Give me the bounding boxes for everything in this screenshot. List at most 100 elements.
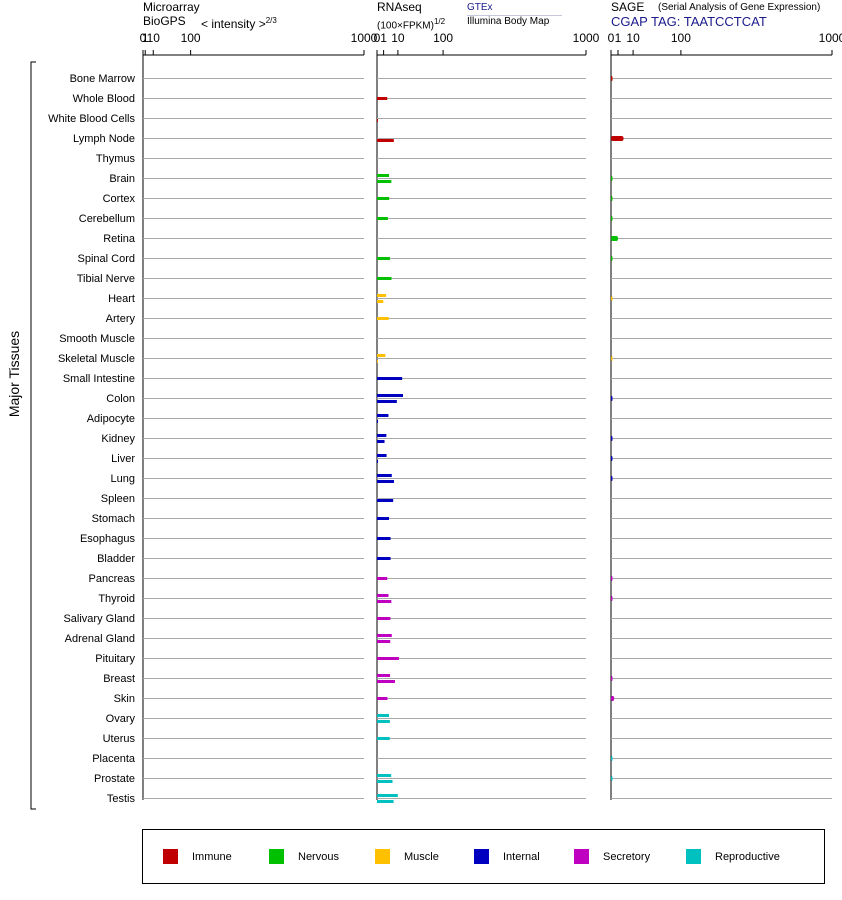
tissue-label: Kidney [101, 433, 135, 445]
sage-bar [611, 216, 613, 221]
rnaseq-ibm-bar [377, 800, 394, 803]
legend-swatch-internal [474, 849, 489, 864]
sage-subtitle: (Serial Analysis of Gene Expression) [658, 2, 821, 13]
rnaseq-gtex-bar [377, 517, 390, 520]
major-tissues-bracket [30, 61, 36, 810]
sage-bar [611, 476, 613, 481]
tissue-label: Retina [103, 233, 136, 245]
tissue-label: Smooth Muscle [59, 333, 135, 345]
microarray-unit: < intensity >2/3 [201, 14, 277, 31]
tissue-label: Placenta [92, 753, 136, 765]
sage-title: SAGE [611, 0, 645, 14]
microarray-title: Microarray [143, 0, 200, 14]
rnaseq-unit-exponent: 1/2 [433, 17, 446, 26]
tissue-label: Prostate [94, 773, 135, 785]
rnaseq-gtex-bar [377, 317, 389, 320]
tissue-label: Lymph Node [73, 133, 135, 145]
rnaseq-title: RNAseq [377, 0, 422, 14]
rnaseq-ibm-bar [377, 119, 378, 122]
microarray-tick-label-100: 100 [181, 31, 201, 45]
tissue-label: Cortex [103, 193, 136, 205]
sage-bar [611, 596, 613, 601]
tissue-label: Adrenal Gland [65, 633, 135, 645]
sage-bar [611, 136, 624, 141]
tissue-label: Bone Marrow [70, 73, 135, 85]
tissue-label: Esophagus [80, 533, 136, 545]
rnaseq-ibm-bar [377, 780, 393, 783]
microarray-unit-text: < intensity > [201, 17, 266, 31]
legend-label-muscle: Muscle [404, 851, 439, 863]
tissue-label: Artery [106, 313, 136, 325]
rnaseq-source-ibm: Illumina Body Map [467, 16, 550, 27]
rnaseq-gtex-bar [377, 737, 390, 740]
sage-bar [611, 236, 618, 241]
rnaseq-ibm-bar [377, 139, 394, 142]
rnaseq-tick-label-1: 1 [380, 31, 387, 45]
tissue-label: Colon [106, 393, 135, 405]
rnaseq-source-gtex: GTEx [467, 2, 493, 13]
legend-label-immune: Immune [192, 851, 232, 863]
sage-bar [611, 696, 615, 701]
tissue-label: Stomach [92, 513, 135, 525]
sage-bar [611, 296, 613, 301]
rnaseq-ibm-bar [377, 460, 378, 463]
sage-tick-label-1: 1 [615, 31, 622, 45]
tissue-label: Brain [109, 173, 135, 185]
legend-swatch-reproductive [686, 849, 701, 864]
rnaseq-ibm-bar [377, 499, 394, 502]
tissue-label: Heart [108, 293, 135, 305]
rnaseq-gtex-bar [377, 794, 398, 797]
tissue-label: Small Intestine [63, 373, 135, 385]
rnaseq-gtex-bar [377, 434, 387, 437]
tissue-label: Skin [114, 693, 135, 705]
rnaseq-gtex-bar [377, 217, 388, 220]
rnaseq-gtex-bar [377, 174, 390, 177]
legend-swatch-nervous [269, 849, 284, 864]
rnaseq-gtex-bar [377, 377, 403, 380]
legend-swatch-immune [163, 849, 178, 864]
legend-label-reproductive: Reproductive [715, 851, 780, 863]
sage-bar [611, 76, 613, 81]
microarray-unit-exponent: 2/3 [265, 16, 277, 25]
tissue-label: Ovary [106, 713, 136, 725]
legend-label-internal: Internal [503, 851, 540, 863]
legend-item-internal: Internal [474, 849, 540, 865]
sage-tick-label-10: 10 [626, 31, 640, 45]
rnaseq-gtex-bar [377, 277, 392, 280]
rnaseq-tick-label-0: 0 [374, 31, 381, 45]
rnaseq-ibm-bar [377, 400, 397, 403]
rnaseq-ibm-bar [377, 720, 390, 723]
tissue-label: Tibial Nerve [77, 273, 135, 285]
rnaseq-gtex-bar [377, 414, 389, 417]
rnaseq-unit: (100×FPKM)1/2 [377, 16, 445, 32]
tissue-label: Skeletal Muscle [58, 353, 135, 365]
tissue-label: Breast [103, 673, 135, 685]
microarray-tick-label-10: 10 [147, 31, 161, 45]
legend-label-secretory: Secretory [603, 851, 651, 863]
tissue-label: Thyroid [98, 593, 135, 605]
tissue-label: White Blood Cells [48, 113, 135, 125]
rnaseq-ibm-bar [377, 440, 385, 443]
legend-item-secretory: Secretory [574, 849, 650, 865]
rnaseq-gtex-bar [377, 257, 390, 260]
rnaseq-unit-text: (100×FPKM) [377, 20, 434, 32]
rnaseq-gtex-bar [377, 474, 392, 477]
rnaseq-tick-label-10: 10 [391, 31, 405, 45]
rnaseq-ibm-bar [377, 180, 392, 183]
rnaseq-gtex-bar [377, 634, 392, 637]
rnaseq-gtex-bar [377, 697, 388, 700]
rnaseq-source-divider [467, 15, 562, 16]
microarray-tick-label-0: 0 [140, 31, 147, 45]
legend-swatch-secretory [574, 849, 589, 864]
sage-bar [611, 776, 613, 781]
rnaseq-gtex-bar [377, 537, 391, 540]
microarray-source: BioGPS [143, 14, 186, 28]
legend: Immune Nervous Muscle Internal Secretory… [142, 829, 825, 884]
legend-item-reproductive: Reproductive [686, 849, 780, 865]
tissue-label: Lung [111, 473, 135, 485]
legend-item-nervous: Nervous [269, 849, 339, 865]
rnaseq-tick-label-1000: 1000 [573, 31, 600, 45]
rnaseq-gtex-bar [377, 197, 390, 200]
sage-bar [611, 456, 613, 461]
legend-swatch-muscle [375, 849, 390, 864]
